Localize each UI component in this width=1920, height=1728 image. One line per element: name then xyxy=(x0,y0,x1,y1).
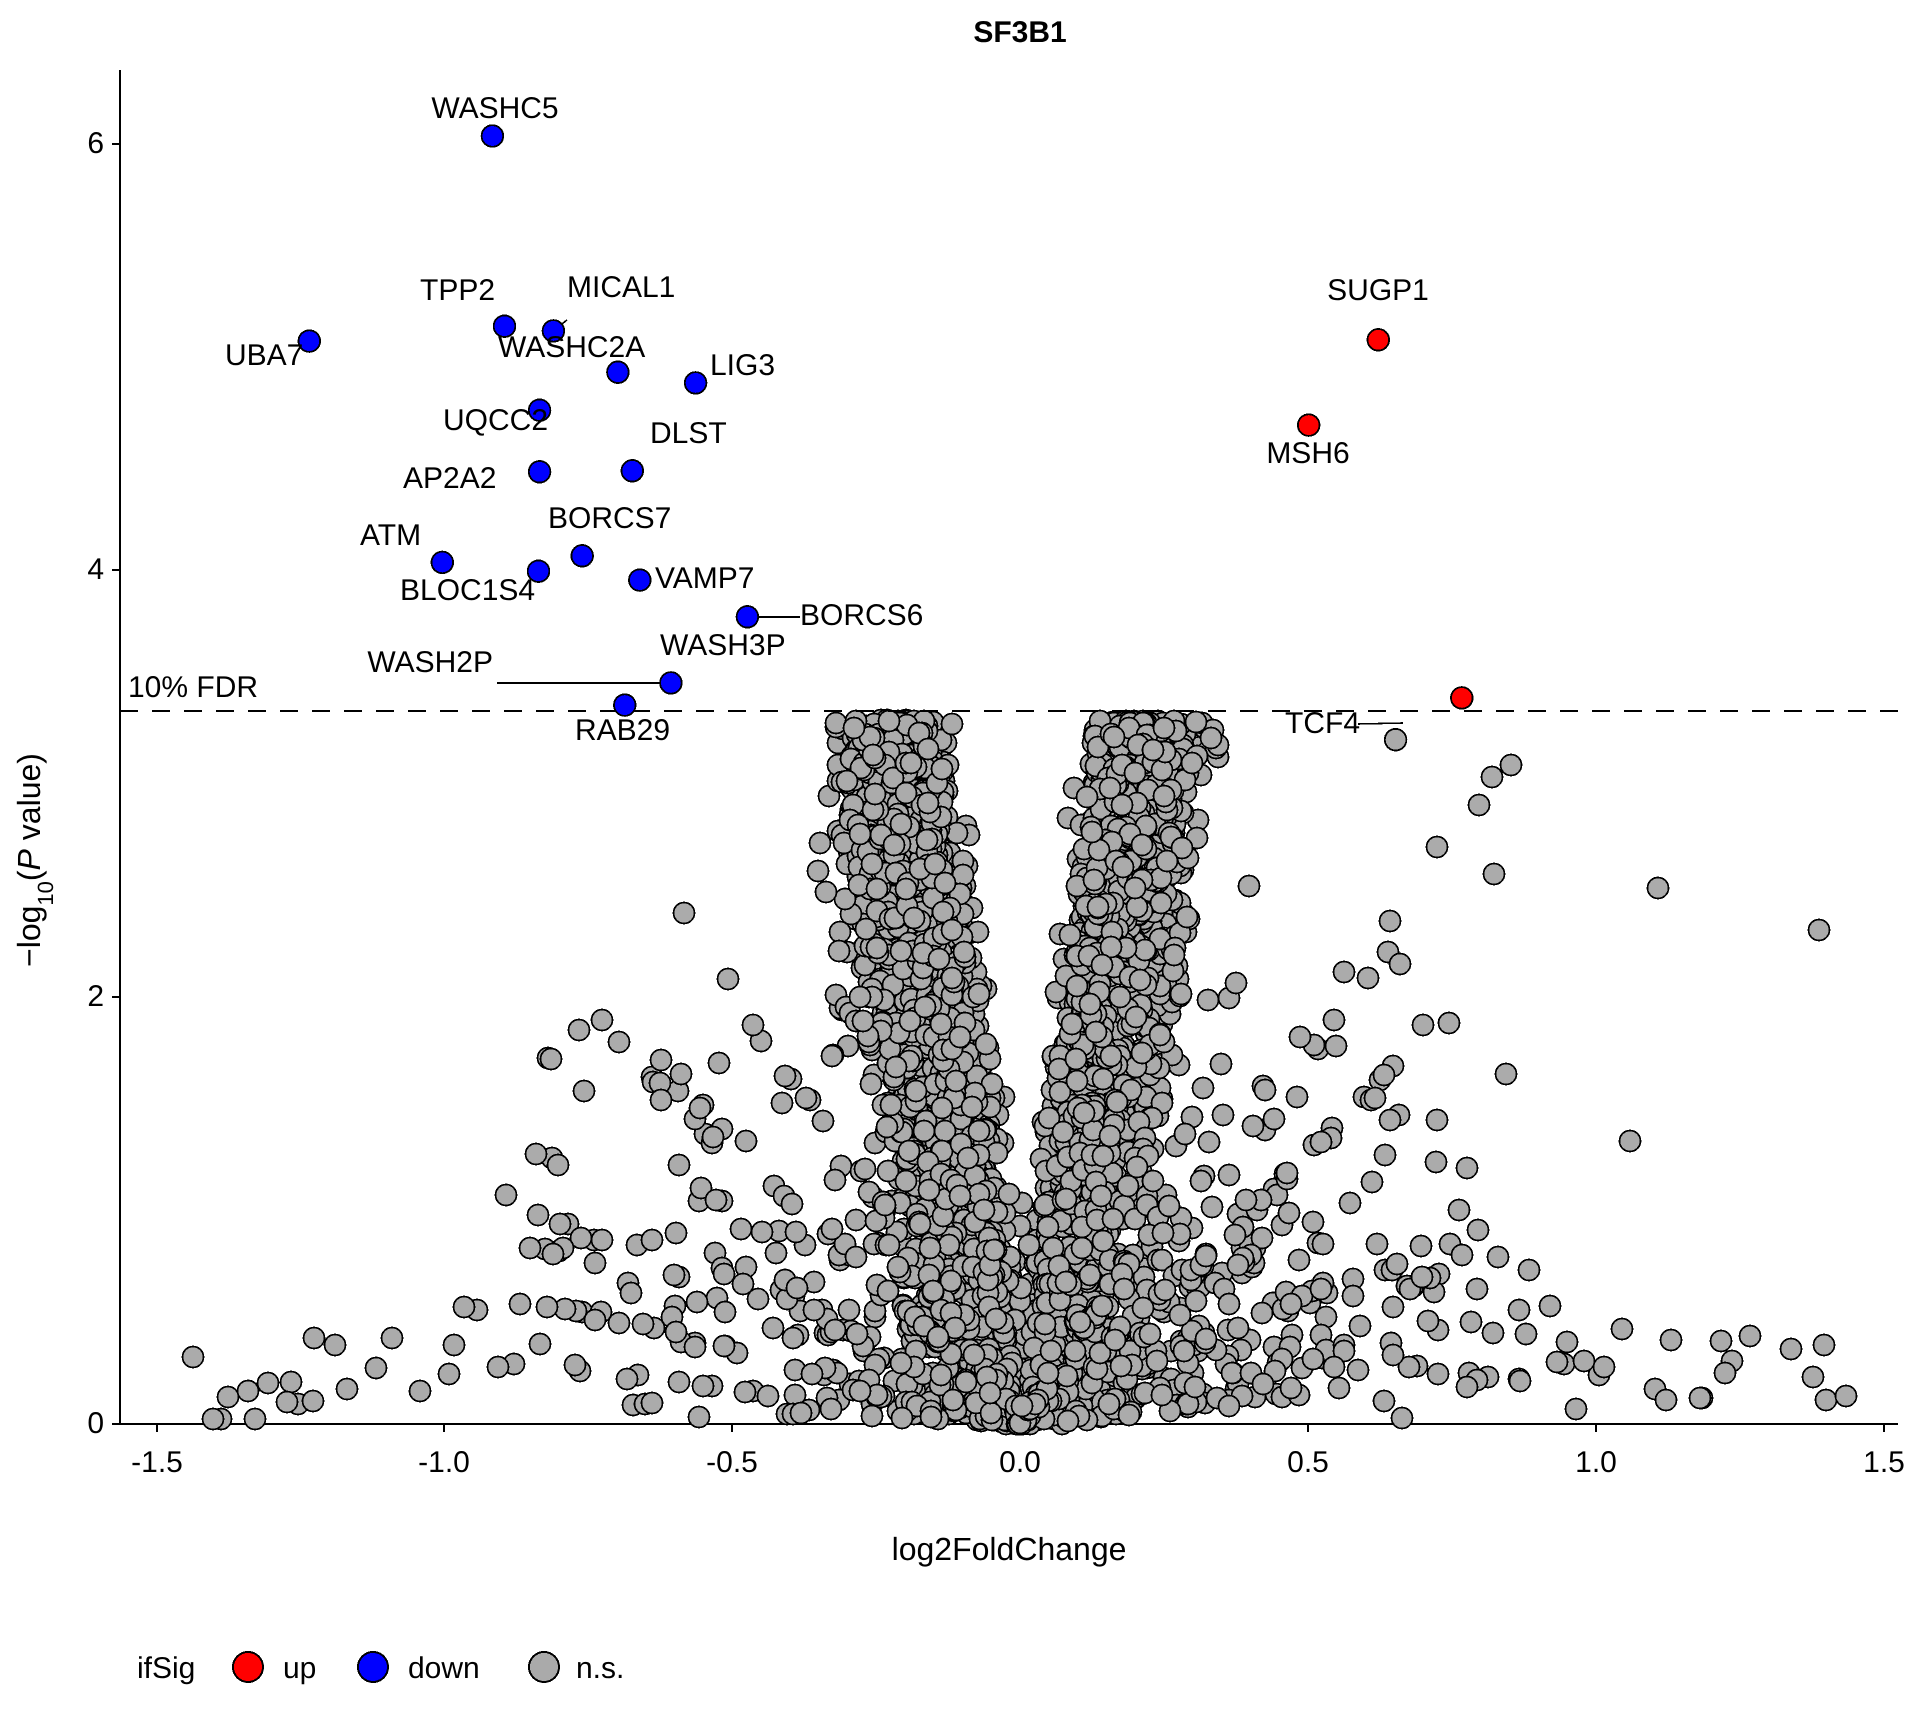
svg-text:-0.5: -0.5 xyxy=(706,1446,758,1479)
svg-text:VAMP7: VAMP7 xyxy=(655,562,754,595)
svg-text:TPP2: TPP2 xyxy=(420,274,495,307)
svg-text:BLOC1S4: BLOC1S4 xyxy=(400,574,535,607)
svg-text:ifSig: ifSig xyxy=(137,1652,195,1685)
svg-text:-1.0: -1.0 xyxy=(418,1446,470,1479)
svg-text:UBA7: UBA7 xyxy=(225,339,303,372)
svg-text:down: down xyxy=(408,1652,480,1685)
svg-text:MSH6: MSH6 xyxy=(1266,437,1349,470)
svg-text:MICAL1: MICAL1 xyxy=(567,271,675,304)
svg-text:log2FoldChange: log2FoldChange xyxy=(892,1531,1127,1567)
svg-text:1.0: 1.0 xyxy=(1575,1446,1617,1479)
svg-text:WASH3P: WASH3P xyxy=(660,629,786,662)
svg-text:SUGP1: SUGP1 xyxy=(1327,274,1429,307)
svg-text:n.s.: n.s. xyxy=(576,1652,624,1685)
svg-text:6: 6 xyxy=(87,127,104,160)
svg-text:DLST: DLST xyxy=(650,417,727,450)
svg-text:UQCC2: UQCC2 xyxy=(443,404,548,437)
svg-text:BORCS6: BORCS6 xyxy=(800,599,923,632)
svg-text:-1.5: -1.5 xyxy=(131,1446,183,1479)
svg-text:ATM: ATM xyxy=(360,519,421,552)
svg-text:4: 4 xyxy=(87,553,104,586)
svg-text:10% FDR: 10% FDR xyxy=(128,671,258,704)
svg-text:0.5: 0.5 xyxy=(1287,1446,1329,1479)
svg-text:2: 2 xyxy=(87,980,104,1013)
svg-text:TCF4: TCF4 xyxy=(1285,707,1360,740)
svg-text:−log10(P value): −log10(P value) xyxy=(11,753,58,967)
svg-text:WASH2P: WASH2P xyxy=(367,646,493,679)
svg-text:0.0: 0.0 xyxy=(999,1446,1041,1479)
svg-text:RAB29: RAB29 xyxy=(575,714,670,747)
svg-text:up: up xyxy=(283,1652,316,1685)
svg-text:1.5: 1.5 xyxy=(1863,1446,1905,1479)
svg-text:WASHC5: WASHC5 xyxy=(431,92,558,125)
svg-text:LIG3: LIG3 xyxy=(710,349,775,382)
svg-text:WASHC2A: WASHC2A xyxy=(498,331,645,364)
svg-text:AP2A2: AP2A2 xyxy=(403,462,496,495)
svg-text:SF3B1: SF3B1 xyxy=(973,16,1066,49)
svg-text:BORCS7: BORCS7 xyxy=(548,502,671,535)
svg-text:0: 0 xyxy=(87,1407,104,1440)
